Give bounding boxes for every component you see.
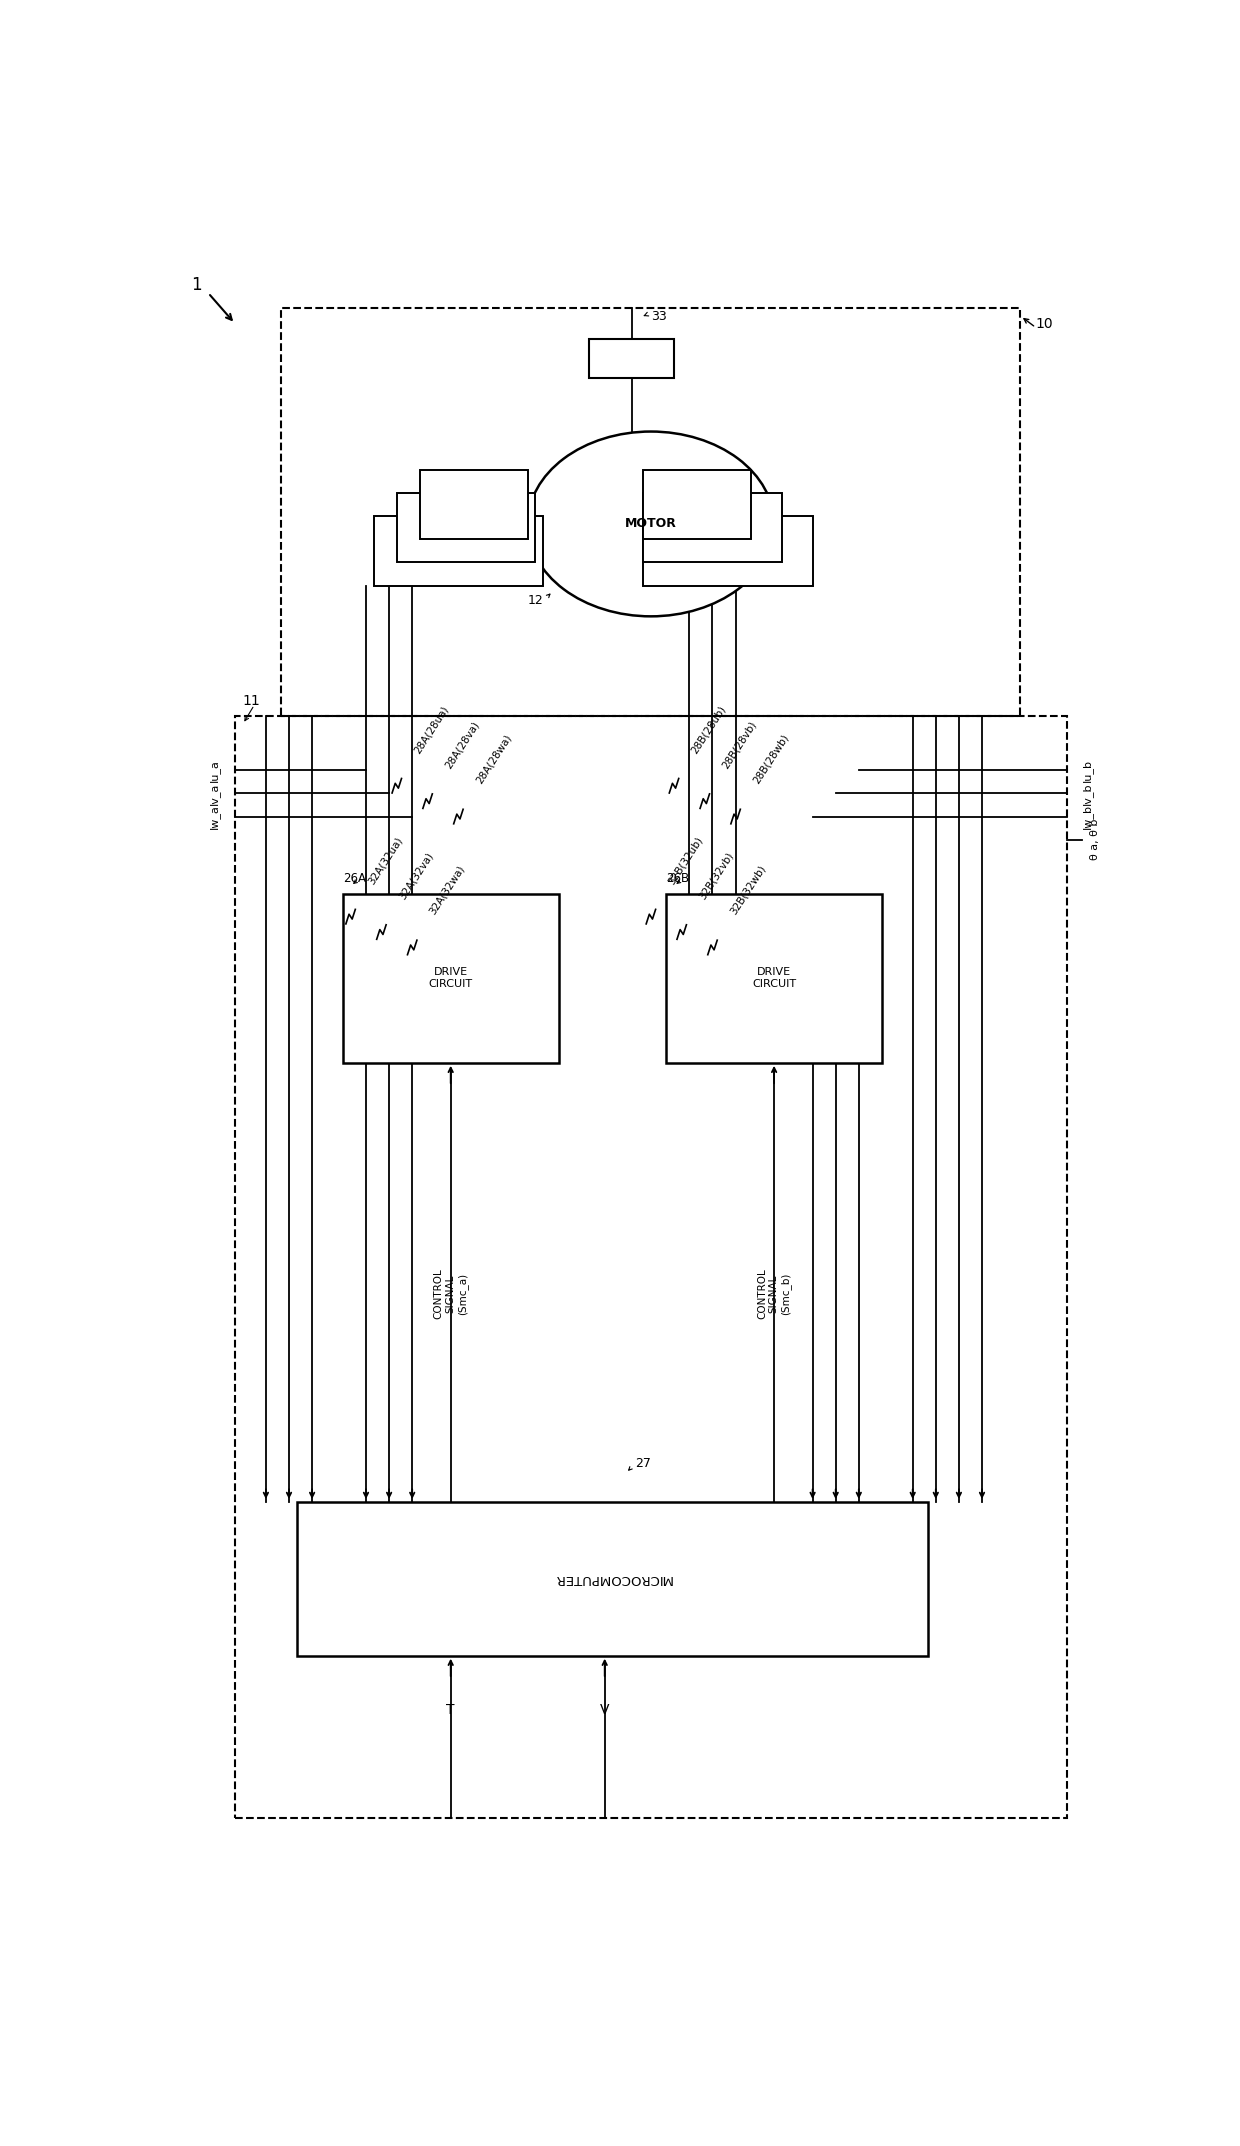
- Bar: [644, 517, 812, 586]
- Bar: [420, 470, 528, 539]
- Text: 11: 11: [243, 693, 260, 708]
- Text: 1: 1: [191, 277, 202, 294]
- Text: 28B(28wb): 28B(28wb): [751, 732, 790, 785]
- Text: 32A(32wa): 32A(32wa): [428, 865, 466, 916]
- Bar: [343, 893, 558, 1062]
- Text: 32B(32wb): 32B(32wb): [728, 863, 768, 916]
- Text: T: T: [446, 1702, 455, 1717]
- Text: Iv_b: Iv_b: [1083, 781, 1092, 805]
- Bar: [644, 470, 751, 539]
- Text: 26B: 26B: [666, 871, 689, 884]
- Text: DRIVE
CIRCUIT: DRIVE CIRCUIT: [429, 968, 472, 989]
- Text: Iv_a: Iv_a: [208, 783, 219, 805]
- Bar: [589, 339, 675, 378]
- Text: Iw_b: Iw_b: [1083, 805, 1092, 828]
- Text: Iw_a: Iw_a: [208, 805, 219, 828]
- Bar: [236, 717, 1066, 1818]
- Text: 26A: 26A: [343, 871, 366, 884]
- Text: 32A(32ua): 32A(32ua): [366, 835, 404, 886]
- Bar: [397, 494, 536, 562]
- Bar: [644, 494, 781, 562]
- Text: 28A(28wa): 28A(28wa): [474, 734, 513, 785]
- Bar: [296, 1502, 928, 1657]
- Text: MOTOR: MOTOR: [625, 517, 677, 530]
- Text: 33: 33: [651, 309, 667, 322]
- Bar: [281, 309, 1021, 717]
- Text: 28A(28ua): 28A(28ua): [412, 704, 450, 755]
- Text: 32B(32ub): 32B(32ub): [666, 835, 704, 886]
- Text: 28B(28vb): 28B(28vb): [720, 719, 758, 770]
- Text: 28A(28va): 28A(28va): [443, 719, 481, 770]
- Text: V: V: [600, 1702, 609, 1717]
- Text: 28B(28ub): 28B(28ub): [689, 704, 728, 755]
- Text: MICROCOMPUTER: MICROCOMPUTER: [553, 1573, 672, 1586]
- Bar: [373, 517, 543, 586]
- Text: 12: 12: [527, 594, 543, 607]
- Text: 32A(32va): 32A(32va): [397, 850, 435, 901]
- Bar: [666, 893, 882, 1062]
- Ellipse shape: [528, 431, 774, 616]
- Text: 10: 10: [1035, 318, 1054, 330]
- Text: DRIVE
CIRCUIT: DRIVE CIRCUIT: [751, 968, 796, 989]
- Text: CONTROL
SIGNAL
(Smc_b): CONTROL SIGNAL (Smc_b): [758, 1268, 791, 1320]
- Text: 32B(32vb): 32B(32vb): [697, 850, 735, 901]
- Text: 27: 27: [635, 1457, 651, 1470]
- Text: Iu_a: Iu_a: [208, 760, 219, 781]
- Text: Iu_b: Iu_b: [1083, 760, 1092, 781]
- Text: θ a, θ b: θ a, θ b: [1090, 820, 1100, 861]
- Text: CONTROL
SIGNAL
(Smc_a): CONTROL SIGNAL (Smc_a): [434, 1268, 467, 1320]
